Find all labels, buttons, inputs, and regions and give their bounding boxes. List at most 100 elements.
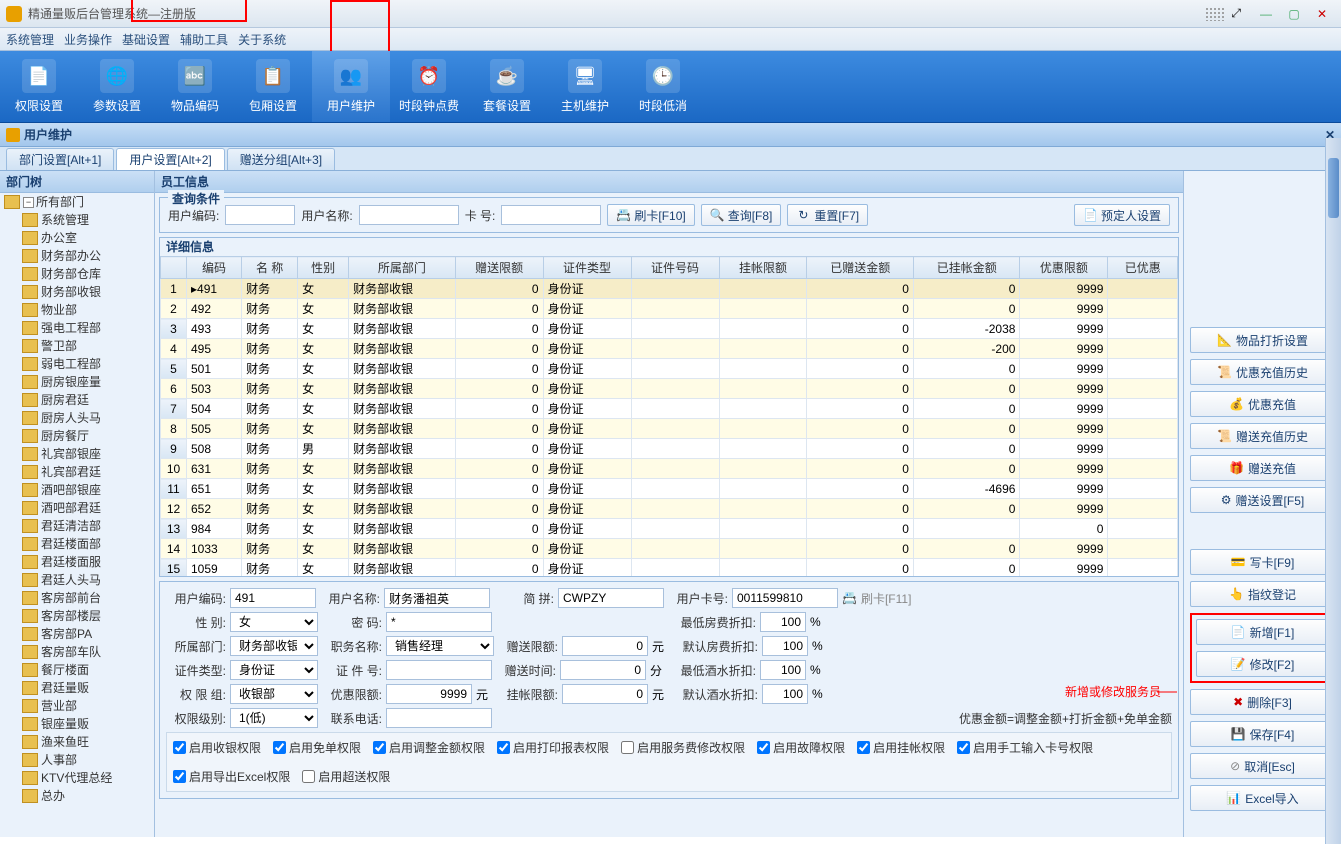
perm-check[interactable]: 启用导出Excel权限 xyxy=(173,768,290,785)
perm-check[interactable]: 启用手工输入卡号权限 xyxy=(957,739,1093,756)
grid-col[interactable]: 挂帐限额 xyxy=(719,257,807,279)
tree-item[interactable]: 餐厅楼面 xyxy=(22,661,154,679)
menu-item[interactable]: 业务操作 xyxy=(64,31,112,48)
perm-checkbox[interactable] xyxy=(621,741,634,754)
tree-item[interactable]: 礼宾部君廷 xyxy=(22,463,154,481)
tree-item[interactable]: 警卫部 xyxy=(22,337,154,355)
side-btn-bottom-2[interactable]: ⊘取消[Esc] xyxy=(1190,753,1335,779)
maximize-button[interactable]: ▢ xyxy=(1281,5,1307,23)
grid-col[interactable]: 证件类型 xyxy=(543,257,631,279)
tree-item[interactable]: 营业部 xyxy=(22,697,154,715)
grid-col[interactable]: 证件号码 xyxy=(631,257,719,279)
table-row[interactable]: 3493财务女财务部收银0身份证0-20389999 xyxy=(161,319,1178,339)
f-pinyin-input[interactable] xyxy=(558,588,664,608)
grid-col[interactable]: 优惠限额 xyxy=(1020,257,1108,279)
toolbar-item-1[interactable]: 🌐参数设置 xyxy=(78,51,156,122)
perm-checkbox[interactable] xyxy=(497,741,510,754)
tree-item[interactable]: 弱电工程部 xyxy=(22,355,154,373)
perm-check[interactable]: 启用免单权限 xyxy=(273,739,361,756)
tree-item[interactable]: 君廷清洁部 xyxy=(22,517,154,535)
f-minwine-input[interactable] xyxy=(760,660,806,680)
side-btn-top-4[interactable]: 🎁赠送充值 xyxy=(1190,455,1335,481)
tree-item[interactable]: 厨房餐厅 xyxy=(22,427,154,445)
perm-checkbox[interactable] xyxy=(857,741,870,754)
table-row[interactable]: 12652财务女财务部收银0身份证009999 xyxy=(161,499,1178,519)
f-idtype-select[interactable]: 身份证 xyxy=(230,660,318,680)
f-usercode-input[interactable] xyxy=(230,588,316,608)
user-name-input[interactable] xyxy=(359,205,459,225)
side-btn-top-0[interactable]: 📐物品打折设置 xyxy=(1190,327,1335,353)
side-btn-action-1[interactable]: 📝修改[F2] xyxy=(1196,651,1329,677)
f-group-select[interactable]: 收银部 xyxy=(230,684,318,704)
side-btn-top-3[interactable]: 📜赠送充值历史 xyxy=(1190,423,1335,449)
grid-col[interactable]: 已优惠 xyxy=(1108,257,1178,279)
perm-check[interactable]: 启用收银权限 xyxy=(173,739,261,756)
menu-item[interactable]: 关于系统 xyxy=(238,31,286,48)
dept-tree[interactable]: 部门树 −所有部门 系统管理办公室财务部办公财务部仓库财务部收银物业部强电工程部… xyxy=(0,171,155,837)
perm-checkbox[interactable] xyxy=(173,741,186,754)
tree-item[interactable]: 强电工程部 xyxy=(22,319,154,337)
tree-item[interactable]: 财务部收银 xyxy=(22,283,154,301)
user-code-input[interactable] xyxy=(225,205,295,225)
tree-item[interactable]: 厨房人头马 xyxy=(22,409,154,427)
tree-item[interactable]: 客房部楼层 xyxy=(22,607,154,625)
perm-checkbox[interactable] xyxy=(373,741,386,754)
f-gifttime-input[interactable] xyxy=(560,660,646,680)
table-row[interactable]: 4495财务女财务部收银0身份证0-2009999 xyxy=(161,339,1178,359)
toolbar-item-2[interactable]: 🔤物品编码 xyxy=(156,51,234,122)
reserve-button[interactable]: 📄预定人设置 xyxy=(1074,204,1170,226)
f-sex-select[interactable]: 女 xyxy=(230,612,318,632)
side-btn-top-5[interactable]: ⚙赠送设置[F5] xyxy=(1190,487,1335,513)
perm-checkbox[interactable] xyxy=(757,741,770,754)
collapse-icon[interactable]: − xyxy=(23,197,34,208)
minimize-button[interactable]: — xyxy=(1253,5,1279,23)
side-btn-top-2[interactable]: 💰优惠充值 xyxy=(1190,391,1335,417)
side-btn-action-0[interactable]: 📄新增[F1] xyxy=(1196,619,1329,645)
menu-item[interactable]: 辅助工具 xyxy=(180,31,228,48)
f-swipe-label[interactable]: 刷卡[F11] xyxy=(861,590,911,607)
toolbar-item-6[interactable]: ☕套餐设置 xyxy=(468,51,546,122)
f-defwine-input[interactable] xyxy=(762,684,808,704)
tree-item[interactable]: 渔来鱼旺 xyxy=(22,733,154,751)
menu-item[interactable]: 基础设置 xyxy=(122,31,170,48)
tree-item[interactable]: 物业部 xyxy=(22,301,154,319)
f-giftlim-input[interactable] xyxy=(562,636,648,656)
tree-item[interactable]: 银座量贩 xyxy=(22,715,154,733)
perm-checkbox[interactable] xyxy=(957,741,970,754)
perm-check[interactable]: 启用调整金额权限 xyxy=(373,739,485,756)
f-creditlim-input[interactable] xyxy=(562,684,648,704)
grid-col[interactable]: 已挂帐金额 xyxy=(913,257,1019,279)
tree-item[interactable]: 君廷楼面服 xyxy=(22,553,154,571)
perm-checkbox[interactable] xyxy=(302,770,315,783)
perm-checkbox[interactable] xyxy=(273,741,286,754)
table-row[interactable]: 151059财务女财务部收银0身份证009999 xyxy=(161,559,1178,577)
f-idno-input[interactable] xyxy=(386,660,492,680)
perm-check[interactable]: 启用打印报表权限 xyxy=(497,739,609,756)
tree-item[interactable]: 厨房银座量 xyxy=(22,373,154,391)
toolbar-item-5[interactable]: ⏰时段钟点费 xyxy=(390,51,468,122)
table-row[interactable]: 11651财务女财务部收银0身份证0-46969999 xyxy=(161,479,1178,499)
grid-col[interactable]: 已赠送金额 xyxy=(807,257,913,279)
f-dept-select[interactable]: 财务部收银 xyxy=(230,636,318,656)
table-row[interactable]: 10631财务女财务部收银0身份证009999 xyxy=(161,459,1178,479)
side-btn-mid-1[interactable]: 👆指纹登记 xyxy=(1190,581,1335,607)
tree-item[interactable]: 君廷量贩 xyxy=(22,679,154,697)
table-row[interactable]: 13984财务女财务部收银0身份证00 xyxy=(161,519,1178,539)
side-btn-bottom-0[interactable]: ✖删除[F3] xyxy=(1190,689,1335,715)
perm-check[interactable]: 启用超送权限 xyxy=(302,768,390,785)
perm-check[interactable]: 启用故障权限 xyxy=(757,739,845,756)
side-btn-mid-0[interactable]: 💳写卡[F9] xyxy=(1190,549,1335,575)
card-input[interactable] xyxy=(501,205,601,225)
f-level-select[interactable]: 1(低) xyxy=(230,708,318,728)
swipe-button[interactable]: 📇刷卡[F10] xyxy=(607,204,694,226)
side-btn-bottom-3[interactable]: 📊Excel导入 xyxy=(1190,785,1335,811)
inner-tab-0[interactable]: 部门设置[Alt+1] xyxy=(6,148,114,170)
f-pwd-input[interactable] xyxy=(386,612,492,632)
grid-col[interactable]: 名 称 xyxy=(242,257,298,279)
tree-item[interactable]: 客房部PA xyxy=(22,625,154,643)
table-row[interactable]: 141033财务女财务部收银0身份证009999 xyxy=(161,539,1178,559)
toolbar-item-0[interactable]: 📄权限设置 xyxy=(0,51,78,122)
toolbar-item-7[interactable]: 🖥主机维护 xyxy=(546,51,624,122)
employee-grid[interactable]: 编码名 称性别所属部门赠送限额证件类型证件号码挂帐限额已赠送金额已挂帐金额优惠限… xyxy=(160,256,1178,576)
tree-item[interactable]: 总办 xyxy=(22,787,154,805)
